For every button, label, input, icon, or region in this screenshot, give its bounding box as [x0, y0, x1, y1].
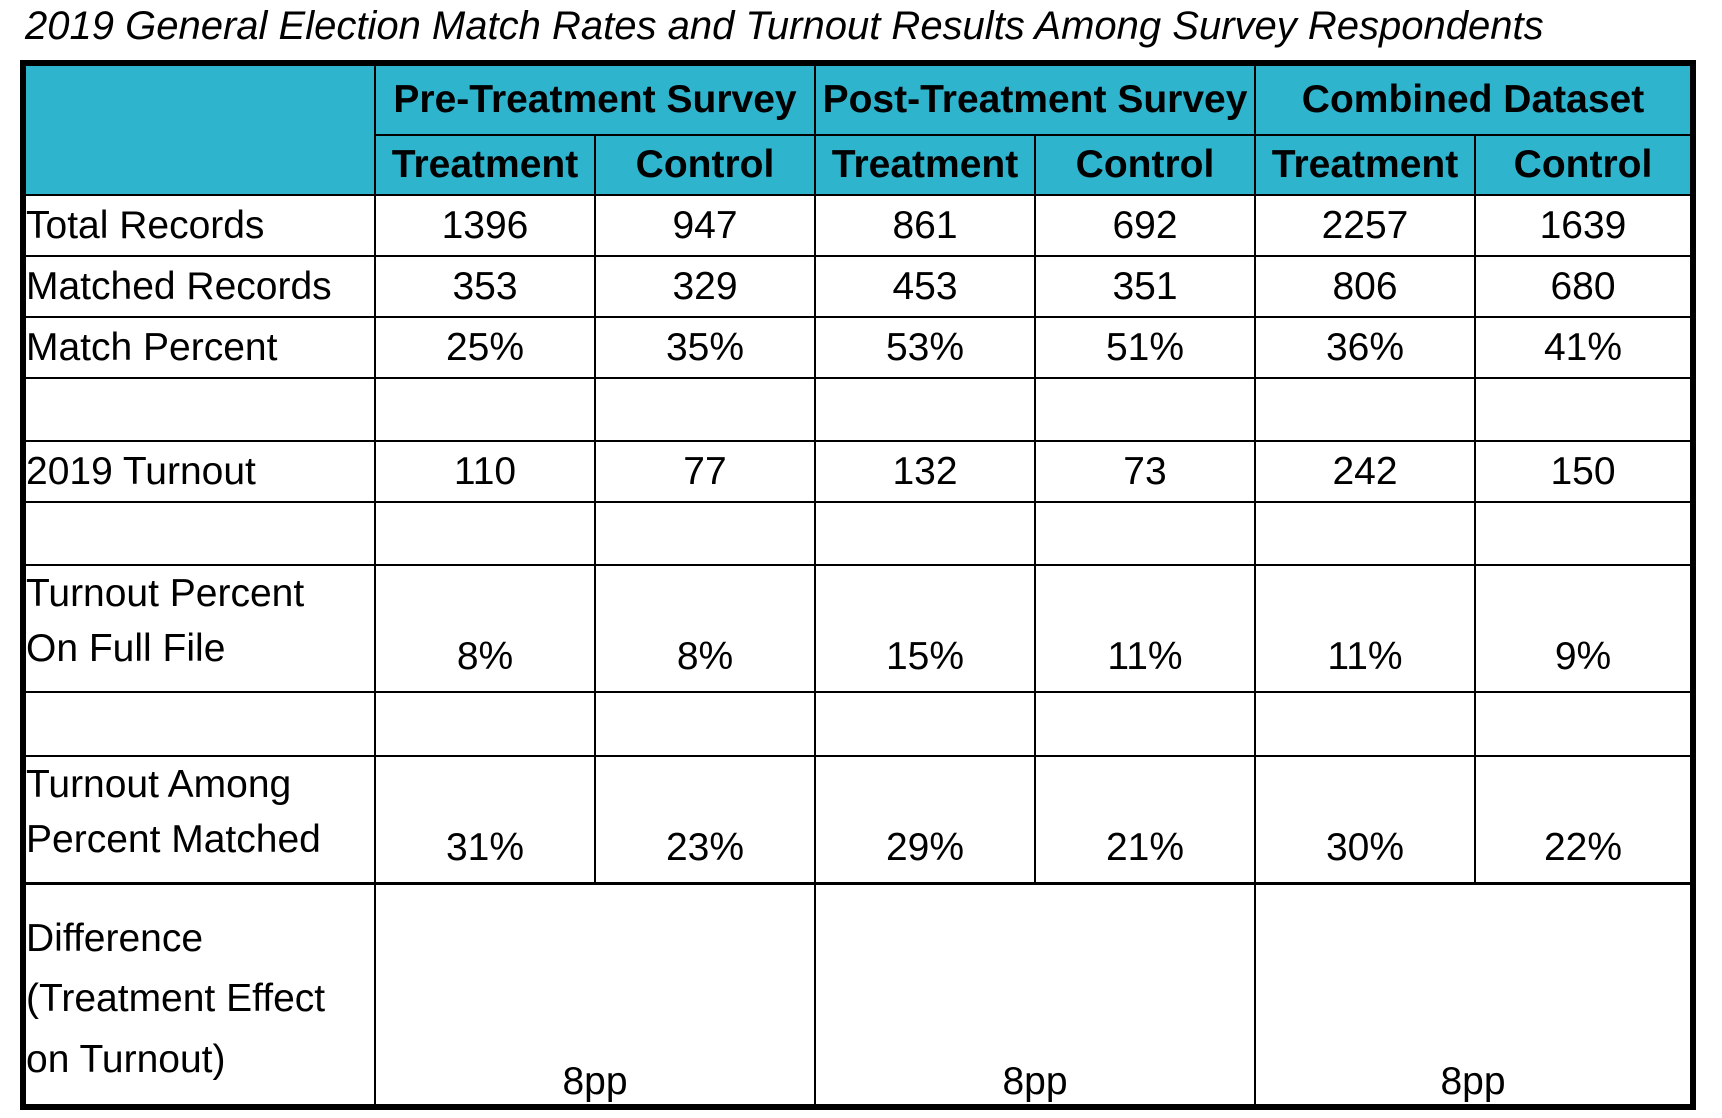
- cell-value: [1034, 690, 1256, 757]
- cell-value: [594, 501, 816, 566]
- cell-value: 53%: [814, 316, 1036, 379]
- cell-value: 1396: [374, 194, 596, 257]
- table-row-turnout-percent-full-file: Turnout Percent On Full File 8% 8% 15% 1…: [22, 564, 1694, 693]
- sub-header-control-comb: Control: [1474, 134, 1694, 196]
- cell-value: 51%: [1034, 316, 1256, 379]
- cell-value: 73: [1034, 440, 1256, 503]
- cell-value: 11%: [1034, 564, 1256, 693]
- table-row-turnout-among-matched: Turnout Among Percent Matched 31% 23% 29…: [22, 754, 1694, 885]
- results-table: Pre-Treatment Survey Post-Treatment Surv…: [20, 60, 1696, 1110]
- difference-value-post-treatment: 8pp: [814, 881, 1256, 1108]
- row-label: Match Percent: [22, 316, 376, 379]
- cell-value: [1034, 377, 1256, 442]
- cell-value: 8%: [374, 564, 596, 693]
- cell-value: [1034, 501, 1256, 566]
- cell-value: 132: [814, 440, 1036, 503]
- cell-value: 41%: [1474, 316, 1694, 379]
- cell-value: 110: [374, 440, 596, 503]
- table-title: 2019 General Election Match Rates and Tu…: [25, 4, 1544, 48]
- sub-header-treatment-pre: Treatment: [374, 134, 596, 196]
- cell-value: [1474, 377, 1694, 442]
- cell-value: 9%: [1474, 564, 1694, 693]
- cell-value: 351: [1034, 255, 1256, 318]
- cell-value: 806: [1254, 255, 1476, 318]
- column-group-pre-treatment: Pre-Treatment Survey: [374, 62, 816, 136]
- difference-value-pre-treatment: 8pp: [374, 881, 816, 1108]
- cell-value: 23%: [594, 754, 816, 885]
- spacer-row: [22, 501, 1694, 566]
- sub-header-treatment-post: Treatment: [814, 134, 1036, 196]
- cell-value: [1474, 690, 1694, 757]
- row-label: [22, 377, 376, 442]
- cell-value: 692: [1034, 194, 1256, 257]
- table-row-total-records: Total Records 1396 947 861 692 2257 1639: [22, 194, 1694, 257]
- row-label: Turnout Among Percent Matched: [22, 754, 376, 885]
- spacer-row: [22, 690, 1694, 757]
- cell-value: 8%: [594, 564, 816, 693]
- cell-value: 31%: [374, 754, 596, 885]
- cell-value: 35%: [594, 316, 816, 379]
- cell-value: [1254, 377, 1476, 442]
- cell-value: [1254, 690, 1476, 757]
- cell-value: [814, 377, 1036, 442]
- cell-value: 242: [1254, 440, 1476, 503]
- cell-value: 77: [594, 440, 816, 503]
- row-label: [22, 690, 376, 757]
- cell-value: 861: [814, 194, 1036, 257]
- cell-value: 680: [1474, 255, 1694, 318]
- column-group-combined: Combined Dataset: [1254, 62, 1694, 136]
- cell-value: [594, 690, 816, 757]
- cell-value: 15%: [814, 564, 1036, 693]
- table-row-match-percent: Match Percent 25% 35% 53% 51% 36% 41%: [22, 316, 1694, 379]
- cell-value: [814, 690, 1036, 757]
- cell-value: 36%: [1254, 316, 1476, 379]
- cell-value: [1254, 501, 1476, 566]
- cell-value: [594, 377, 816, 442]
- column-group-post-treatment: Post-Treatment Survey: [814, 62, 1256, 136]
- sub-header-control-pre: Control: [594, 134, 816, 196]
- table-row-matched-records: Matched Records 353 329 453 351 806 680: [22, 255, 1694, 318]
- cell-value: 25%: [374, 316, 596, 379]
- row-label: 2019 Turnout: [22, 440, 376, 503]
- cell-value: 353: [374, 255, 596, 318]
- cell-value: 947: [594, 194, 816, 257]
- cell-value: 453: [814, 255, 1036, 318]
- cell-value: 329: [594, 255, 816, 318]
- corner-cell: [22, 62, 376, 196]
- cell-value: 30%: [1254, 754, 1476, 885]
- cell-value: 21%: [1034, 754, 1256, 885]
- cell-value: [374, 377, 596, 442]
- cell-value: [814, 501, 1036, 566]
- cell-value: 11%: [1254, 564, 1476, 693]
- cell-value: [374, 501, 596, 566]
- row-label: [22, 501, 376, 566]
- row-label: Total Records: [22, 194, 376, 257]
- spacer-row: [22, 377, 1694, 442]
- cell-value: [374, 690, 596, 757]
- cell-value: 22%: [1474, 754, 1694, 885]
- row-label: Matched Records: [22, 255, 376, 318]
- header-row-subcolumns: Treatment Control Treatment Control Trea…: [23, 134, 1694, 196]
- difference-value-combined: 8pp: [1254, 881, 1694, 1108]
- table-row-difference-treatment-effect: Difference (Treatment Effect on Turnout)…: [22, 881, 1694, 1108]
- cell-value: 29%: [814, 754, 1036, 885]
- sub-header-treatment-comb: Treatment: [1254, 134, 1476, 196]
- sub-header-control-post: Control: [1034, 134, 1256, 196]
- cell-value: 150: [1474, 440, 1694, 503]
- cell-value: 1639: [1474, 194, 1694, 257]
- cell-value: [1474, 501, 1694, 566]
- row-label: Turnout Percent On Full File: [22, 564, 376, 693]
- row-label: Difference (Treatment Effect on Turnout): [22, 881, 376, 1108]
- table-row-2019-turnout: 2019 Turnout 110 77 132 73 242 150: [22, 440, 1694, 503]
- cell-value: 2257: [1254, 194, 1476, 257]
- header-row-groups: Pre-Treatment Survey Post-Treatment Surv…: [22, 62, 1694, 196]
